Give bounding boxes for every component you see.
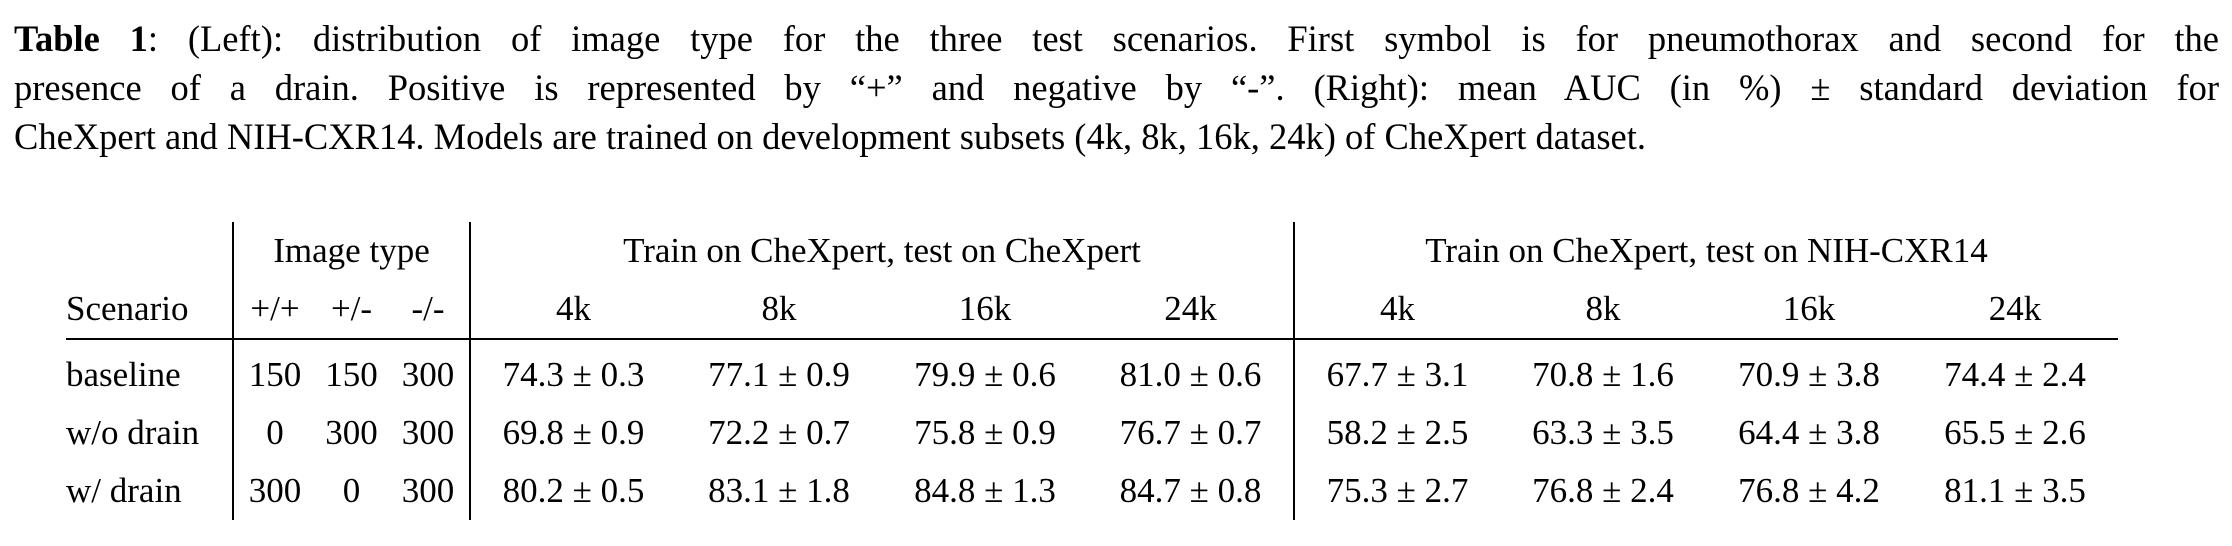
chexpert-auc-cell: 69.8 ± 0.9 bbox=[469, 404, 676, 462]
column-header-image-type: +/- bbox=[316, 280, 387, 340]
nih-auc-cell: 76.8 ± 4.2 bbox=[1738, 471, 1880, 510]
chexpert-auc-cell: 84.8 ± 1.3 bbox=[914, 471, 1056, 510]
nih-auc-cell: 67.7 ± 3.1 bbox=[1293, 339, 1500, 404]
nih-auc-cell: 63.3 ± 3.5 bbox=[1532, 413, 1674, 452]
nih-auc-cell: 58.2 ± 2.5 bbox=[1293, 404, 1500, 462]
nih-auc-cell: 75.3 ± 2.7 bbox=[1293, 462, 1500, 520]
chexpert-auc-cell: 76.7 ± 0.7 bbox=[1119, 413, 1262, 452]
column-header-chexpert-size: 24k bbox=[1088, 280, 1294, 340]
caption-line-3: CheXpert and NIH-CXR14. Models are train… bbox=[14, 116, 1647, 157]
nih-auc-cell: 74.4 ± 2.4 bbox=[1944, 355, 2086, 394]
image-type-cell: 300 bbox=[401, 413, 455, 452]
column-header-chexpert-size: 4k bbox=[469, 280, 676, 340]
image-type-cell: 300 bbox=[232, 462, 316, 520]
results-table: Image type Train on CheXpert, test on Ch… bbox=[66, 222, 2118, 520]
column-header-chexpert-size: 16k bbox=[882, 280, 1088, 340]
group-header-row: Image type Train on CheXpert, test on Ch… bbox=[66, 222, 2118, 280]
image-type-cell: 300 bbox=[401, 471, 455, 510]
empty-header-cell bbox=[66, 222, 233, 280]
nih-auc-cell: 81.1 ± 3.5 bbox=[1944, 471, 2086, 510]
column-header-nih-size: 4k bbox=[1293, 280, 1500, 340]
nih-auc-cell: 76.8 ± 2.4 bbox=[1532, 471, 1674, 510]
image-type-cell: 150 bbox=[232, 339, 316, 404]
chexpert-auc-cell: 74.3 ± 0.3 bbox=[469, 339, 676, 404]
image-type-cell: 0 bbox=[342, 471, 361, 510]
nih-auc-cell: 70.9 ± 3.8 bbox=[1738, 355, 1880, 394]
image-type-cell: 300 bbox=[401, 355, 455, 394]
column-header-image-type: +/+ bbox=[232, 280, 316, 340]
group-header-image-type: Image type bbox=[232, 222, 470, 280]
chexpert-auc-cell: 80.2 ± 0.5 bbox=[469, 462, 676, 520]
column-header-nih-size: 8k bbox=[1500, 280, 1706, 340]
column-header-row: Scenario +/+ +/- -/- 4k 8k 16k 24k 4k 8k… bbox=[66, 280, 2118, 340]
group-header-nih: Train on CheXpert, test on NIH-CXR14 bbox=[1293, 222, 2118, 280]
chexpert-auc-cell: 81.0 ± 0.6 bbox=[1119, 355, 1262, 394]
nih-auc-cell: 64.4 ± 3.8 bbox=[1738, 413, 1880, 452]
chexpert-auc-cell: 83.1 ± 1.8 bbox=[708, 471, 850, 510]
column-header-nih-size: 16k bbox=[1706, 280, 1912, 340]
chexpert-auc-cell: 77.1 ± 0.9 bbox=[708, 355, 850, 394]
group-header-chexpert: Train on CheXpert, test on CheXpert bbox=[469, 222, 1294, 280]
table-row: baseline 150 150 300 74.3 ± 0.3 77.1 ± 0… bbox=[66, 339, 2118, 404]
caption-line-2: presence of a drain. Positive is represe… bbox=[14, 67, 2219, 108]
scenario-cell: baseline bbox=[66, 355, 181, 394]
caption-label: Table 1 bbox=[14, 18, 148, 59]
column-header-image-type: -/- bbox=[387, 280, 470, 340]
column-header-nih-size: 24k bbox=[1912, 280, 2118, 340]
chexpert-auc-cell: 84.7 ± 0.8 bbox=[1119, 471, 1262, 510]
image-type-cell: 150 bbox=[325, 355, 378, 394]
scenario-cell: w/o drain bbox=[66, 413, 200, 452]
image-type-cell: 0 bbox=[232, 404, 316, 462]
caption-line-1-text: : (Left): distribution of image type for… bbox=[147, 18, 2219, 59]
image-type-cell: 300 bbox=[325, 413, 378, 452]
nih-auc-cell: 65.5 ± 2.6 bbox=[1944, 413, 2086, 452]
column-header-scenario: Scenario bbox=[66, 280, 233, 340]
chexpert-auc-cell: 79.9 ± 0.6 bbox=[914, 355, 1056, 394]
nih-auc-cell: 70.8 ± 1.6 bbox=[1532, 355, 1674, 394]
scenario-cell: w/ drain bbox=[66, 471, 182, 510]
table-row: w/o drain 0 300 300 69.8 ± 0.9 72.2 ± 0.… bbox=[66, 404, 2118, 462]
chexpert-auc-cell: 75.8 ± 0.9 bbox=[914, 413, 1056, 452]
table-caption: Table 1: (Left): distribution of image t… bbox=[14, 14, 2219, 161]
column-header-chexpert-size: 8k bbox=[676, 280, 882, 340]
chexpert-auc-cell: 72.2 ± 0.7 bbox=[708, 413, 850, 452]
caption-line-1: Table 1: (Left): distribution of image t… bbox=[14, 14, 2219, 63]
table-row: w/ drain 300 0 300 80.2 ± 0.5 83.1 ± 1.8… bbox=[66, 462, 2118, 520]
